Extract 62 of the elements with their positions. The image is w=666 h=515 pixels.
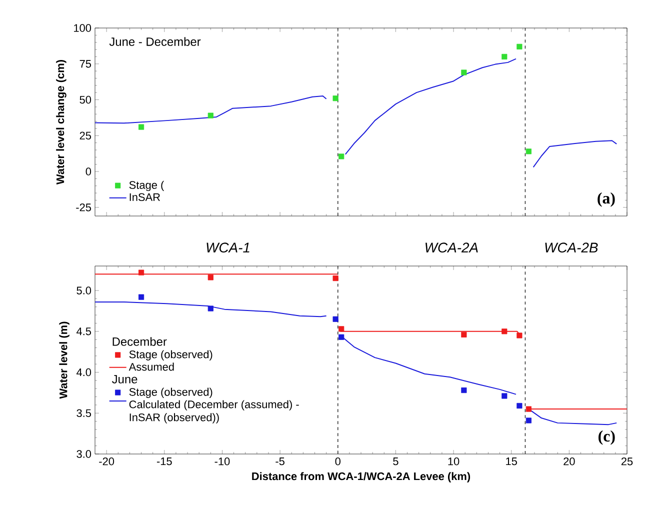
x-tick-label: 0	[335, 458, 340, 466]
x-tick-label: 10	[448, 458, 460, 466]
point	[338, 154, 344, 160]
text: WCA-2B	[545, 242, 598, 253]
x-tick-label: 20	[564, 458, 575, 466]
text: WCA-2A	[426, 242, 478, 253]
annotation: (c)	[598, 430, 615, 445]
point	[461, 70, 467, 76]
y-tick-label: 4.5	[76, 328, 92, 336]
y-tick-label: 25	[80, 132, 92, 140]
point	[526, 418, 532, 424]
y-tick-label: 50	[80, 96, 92, 104]
point	[516, 44, 522, 50]
point	[332, 316, 338, 322]
point	[338, 334, 344, 340]
point	[208, 274, 214, 280]
point	[461, 332, 467, 338]
point	[138, 270, 144, 276]
point	[502, 54, 508, 60]
point	[338, 326, 344, 332]
legend-label: Stage (	[129, 180, 164, 192]
point	[526, 406, 532, 412]
x-axis-title: Distance from WCA-1/WCA-2A Levee (km)	[252, 472, 470, 482]
point	[208, 306, 214, 312]
y-tick-label: 100	[74, 24, 92, 32]
y-tick-label: 3.0	[76, 450, 92, 458]
point	[516, 332, 522, 338]
legend-label: Stage (observed)	[129, 350, 212, 360]
point	[332, 96, 338, 102]
point	[332, 275, 338, 282]
x-tick-label: -15	[156, 458, 172, 466]
y-axis-title: Water level change (cm)	[56, 60, 66, 185]
point	[208, 112, 214, 118]
point	[502, 328, 508, 334]
point	[502, 393, 508, 399]
text: WCA-1	[206, 242, 250, 253]
y-tick-label: 4.0	[76, 368, 92, 376]
annotation: June - December	[109, 37, 201, 46]
point	[516, 402, 522, 409]
y-tick-label: 3.5	[76, 409, 92, 418]
y-tick-label: -25	[76, 204, 92, 212]
y-tick-label: 0	[86, 168, 92, 176]
y-axis-title: Water level (m)	[59, 322, 70, 399]
x-tick-label: 25	[621, 458, 633, 466]
point	[138, 294, 144, 300]
x-tick-label: 5	[393, 458, 398, 466]
legend-label: Stage (observed)	[129, 388, 212, 398]
y-tick-label: 75	[80, 60, 92, 68]
legend-label: Assumed	[128, 362, 174, 371]
x-tick-label: 15	[506, 458, 517, 466]
annotation: June	[112, 375, 138, 384]
x-tick-label: -5	[276, 458, 284, 466]
legend-label: InSAR	[130, 193, 160, 202]
point	[526, 148, 532, 154]
x-tick-label: -10	[214, 458, 230, 466]
y-tick-label: 5.0	[76, 286, 92, 294]
x-tick-label: -20	[99, 458, 114, 466]
point	[138, 124, 144, 130]
point	[461, 387, 467, 394]
annotation: (a)	[598, 192, 615, 207]
legend-label: Calculated (December (assumed) - InSAR (observed))	[129, 400, 299, 424]
annotation: December	[112, 337, 167, 346]
